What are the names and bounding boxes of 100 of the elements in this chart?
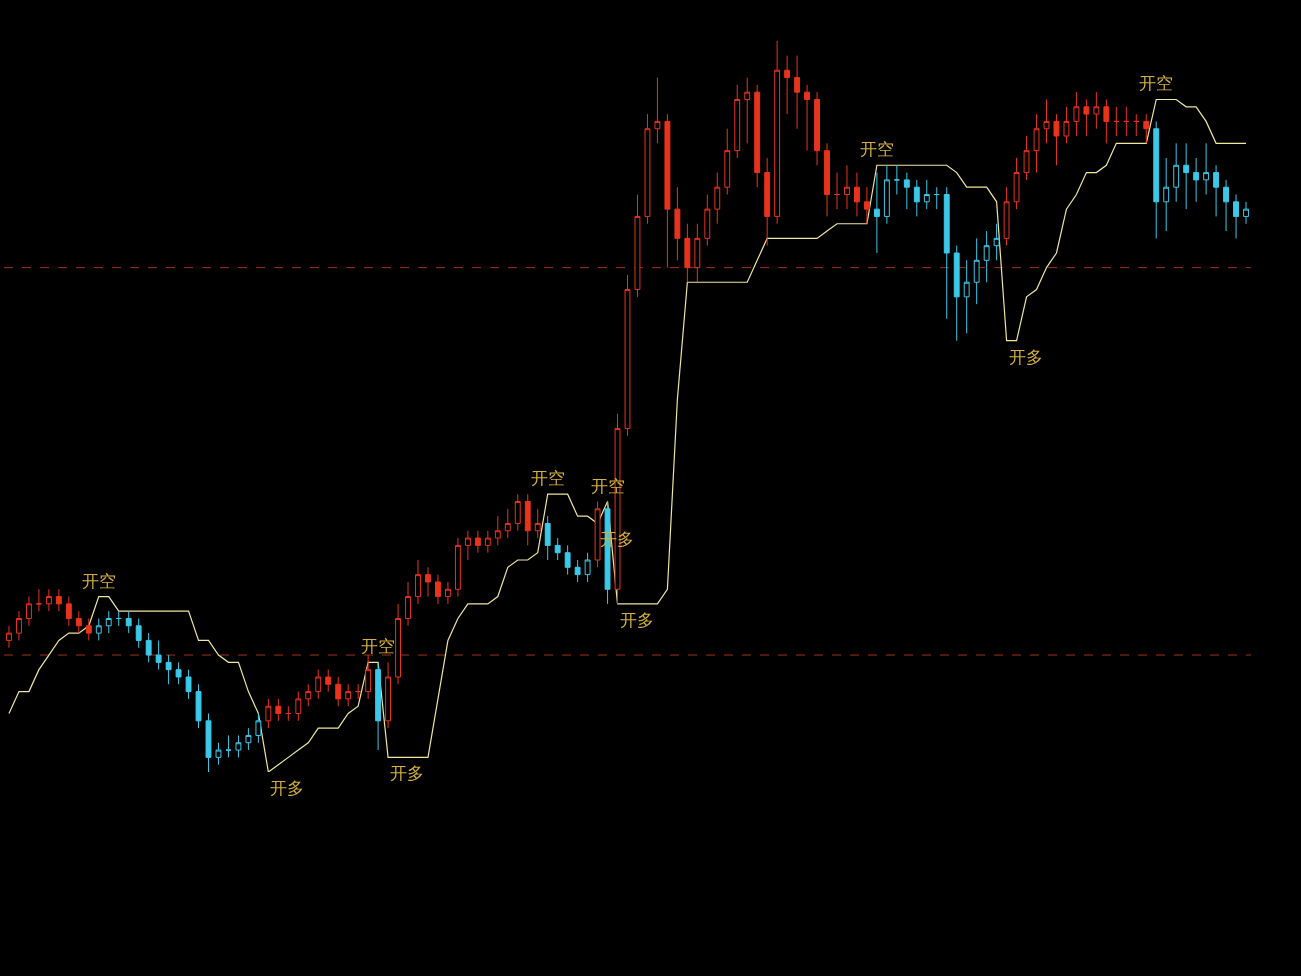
candlestick <box>45 588 52 612</box>
candlestick <box>6 625 12 649</box>
candlestick <box>784 55 791 115</box>
candlestick <box>105 610 112 634</box>
annotation: 开空 <box>82 571 116 591</box>
candlestick <box>913 179 920 217</box>
candlestick <box>375 661 382 751</box>
candlestick <box>664 113 671 269</box>
candlestick <box>474 530 481 554</box>
candlestick <box>903 172 910 210</box>
candlestick <box>943 186 950 320</box>
candlestick <box>584 552 591 583</box>
candlestick <box>694 223 701 283</box>
candlestick <box>484 530 491 554</box>
candlestick <box>1093 91 1100 130</box>
candlestick <box>1023 135 1030 181</box>
candlestick <box>534 508 541 539</box>
candlestick <box>814 91 820 166</box>
annotation: 开空 <box>361 636 395 656</box>
candlestick <box>305 683 312 707</box>
candlestick <box>1153 120 1160 239</box>
annotation: 开多 <box>620 610 654 630</box>
candlestick <box>1033 113 1040 174</box>
candlestick <box>564 544 571 576</box>
candlestick <box>285 705 292 722</box>
candlestick <box>744 77 751 144</box>
candlestick <box>804 84 811 152</box>
candlestick <box>265 698 272 729</box>
annotation: 开空 <box>860 139 894 159</box>
candlestick <box>1213 164 1220 217</box>
candlestick <box>993 223 1000 261</box>
candlestick <box>175 661 182 685</box>
candlestick <box>95 617 102 641</box>
candlestick <box>624 274 631 437</box>
candlestick <box>824 142 830 217</box>
candlestick <box>65 596 72 627</box>
candlestick <box>1233 194 1239 239</box>
candlestick <box>165 654 172 685</box>
candlestick <box>85 617 92 641</box>
candlestick <box>594 501 601 568</box>
candlestick <box>425 566 431 598</box>
candlestick <box>634 194 641 298</box>
candlestick <box>1003 186 1010 247</box>
candlestick <box>435 574 441 605</box>
candlestick <box>734 84 741 159</box>
candlestick <box>155 639 162 671</box>
candlestick <box>923 179 930 210</box>
candlestick <box>395 603 401 685</box>
candlestick <box>494 515 501 546</box>
candlestick <box>863 186 870 225</box>
candlestick <box>185 669 192 700</box>
candlestick <box>26 596 32 627</box>
candlestick <box>644 113 651 225</box>
candlestick <box>574 559 581 583</box>
candlestick <box>125 610 132 634</box>
candlestick <box>883 164 890 225</box>
candlestick <box>1063 106 1070 144</box>
candlestick <box>1193 157 1200 203</box>
candlestick <box>754 84 761 188</box>
candlestick <box>355 683 362 700</box>
candlestick <box>854 172 860 217</box>
candlestick <box>794 55 801 130</box>
candlestick <box>464 530 471 561</box>
candlestick <box>674 186 681 261</box>
candlestick <box>684 223 691 283</box>
candlestick <box>704 194 711 247</box>
candlestick <box>315 669 322 700</box>
candlestick <box>405 581 411 627</box>
candlestick <box>145 632 152 663</box>
candlestick <box>135 617 142 649</box>
candlestick <box>1183 142 1190 210</box>
candlestick <box>75 610 82 634</box>
candlestick <box>215 742 222 766</box>
annotation: 开空 <box>1139 73 1173 93</box>
candlestick <box>1043 98 1050 144</box>
candlestick <box>245 727 252 751</box>
candlestick <box>764 157 771 247</box>
candlestick <box>714 172 721 225</box>
candlestick <box>225 734 232 758</box>
candlestick <box>295 691 302 722</box>
candlestick <box>1133 113 1140 137</box>
candlestick <box>325 669 332 693</box>
candlestick <box>1223 179 1229 232</box>
candlestick <box>724 128 731 196</box>
candlestick <box>1103 98 1110 144</box>
candlestick <box>235 734 242 758</box>
candlestick <box>544 515 551 561</box>
candlestick <box>654 77 661 144</box>
candlestick <box>1143 113 1150 144</box>
candlestick <box>554 537 561 561</box>
candlestick <box>893 164 900 196</box>
candlestick <box>1173 142 1180 203</box>
candlestick <box>345 683 352 707</box>
candlestick <box>504 508 511 539</box>
candlestick <box>454 537 461 598</box>
candlestick <box>35 588 42 612</box>
candlestick <box>844 164 850 210</box>
candlestick <box>195 683 202 729</box>
candlestick <box>1113 106 1120 137</box>
candlestick <box>514 493 521 532</box>
